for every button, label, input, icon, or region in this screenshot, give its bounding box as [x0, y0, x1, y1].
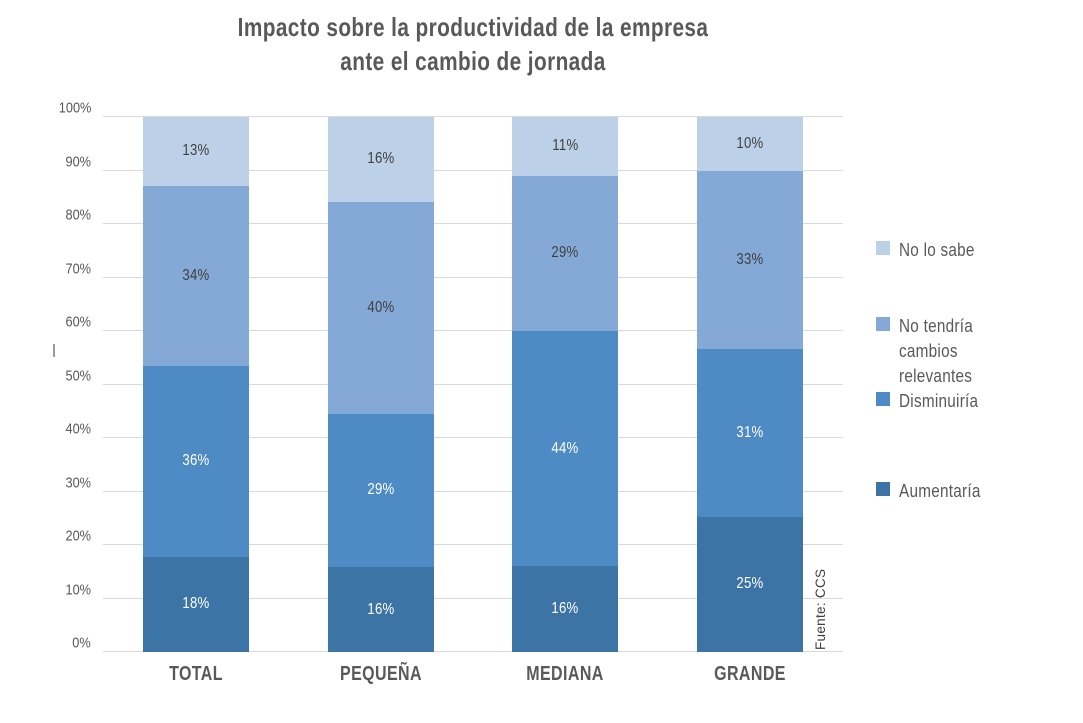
- bar-segment-aumentaria: 25%: [696, 516, 803, 652]
- gridline: [103, 223, 843, 224]
- gridline: [103, 276, 843, 278]
- bar-segment-no-tendria-cambios-relevantes: 34%: [143, 185, 249, 366]
- bar-segment-aumentaria: 16%: [512, 566, 619, 652]
- y-axis-tick-label: 80%: [65, 206, 91, 224]
- bar-segment-no-lo-sabe: 13%: [143, 117, 249, 186]
- bars-layer: 18% 36% 34% 13% 16% 29% 40% 16% 16% 44% 29% 11% 25% 3…: [103, 117, 843, 652]
- bar-grande: 25% 31% 33% 10%: [696, 117, 803, 652]
- legend-item-label: No tendría cambios relevantes: [899, 316, 974, 387]
- bar-segment-disminuiria: 44%: [512, 331, 619, 567]
- bar-segment-value-label: 29%: [551, 244, 579, 262]
- y-axis-tick-label: 70%: [65, 260, 91, 277]
- legend-item-aumentaria: Aumentaría: [876, 479, 1057, 504]
- legend-item-no-lo-sabe: No lo sabe: [876, 238, 1057, 263]
- bar-segment-value-label: 34%: [182, 266, 210, 284]
- bar-segment-value-label: 33%: [736, 251, 764, 269]
- bar-segment-aumentaria: 16%: [327, 567, 434, 652]
- bar-segment-value-label: 16%: [551, 600, 579, 618]
- gridline: [103, 544, 843, 545]
- y-axis-tick-label: 50%: [65, 367, 91, 384]
- bar-segment-no-tendria-cambios-relevantes: 40%: [327, 201, 434, 414]
- gridline: [103, 330, 843, 331]
- chart-title-line-1: Impacto sobre la productividad de la emp…: [237, 12, 709, 42]
- x-axis-category-label: GRANDE: [714, 663, 786, 685]
- x-axis-category-label: TOTAL: [169, 663, 223, 685]
- bar-pequena: 16% 29% 40% 16%: [327, 117, 434, 652]
- bar-segment-value-label: 29%: [367, 481, 395, 499]
- chart-title: Impacto sobre la productividad de la emp…: [97, 10, 849, 79]
- bar-segment-value-label: 11%: [552, 137, 579, 155]
- legend: No lo sabe No tendría cambios relevantes D…: [876, 0, 1081, 723]
- y-axis-tick-label: 30%: [65, 474, 91, 491]
- bar-segment-value-label: 10%: [736, 135, 764, 153]
- bar-segment-no-tendria-cambios-relevantes: 29%: [512, 175, 619, 332]
- y-axis-tick-label: 100%: [58, 99, 91, 117]
- legend-item-disminuiria: Disminuiría: [876, 389, 1057, 414]
- x-axis: TOTAL PEQUEÑA MEDIANA GRANDE: [103, 663, 843, 686]
- plot-area: 0% 10% 20% 30% 40% 50% 60% 70% 80% 90% 100% 18% 36%…: [58, 100, 843, 652]
- legend-item-label: Disminuiría: [899, 391, 979, 411]
- legend-item-label: Aumentaría: [899, 481, 981, 501]
- gridline: [103, 597, 843, 599]
- bar-segment-no-lo-sabe: 16%: [327, 117, 434, 202]
- gridline: [103, 383, 843, 385]
- bar-segment-value-label: 40%: [367, 298, 395, 316]
- bar-segment-no-lo-sabe: 10%: [696, 117, 803, 172]
- gridline: [103, 490, 843, 492]
- source-note: Fuente: CCS: [813, 568, 828, 650]
- bar-mediana: 16% 44% 29% 11%: [512, 117, 619, 652]
- bar-segment-value-label: 25%: [736, 575, 764, 593]
- legend-color-swatch: [876, 482, 890, 496]
- bar-segment-no-tendria-cambios-relevantes: 33%: [696, 171, 803, 350]
- chart-title-line-2: ante el cambio de jornada: [340, 46, 606, 77]
- legend-color-swatch: [876, 392, 890, 406]
- x-axis-category-label: MEDIANA: [526, 663, 605, 685]
- legend-color-swatch: [876, 241, 890, 255]
- bar-segment-disminuiria: 36%: [143, 365, 249, 557]
- y-axis-tick-label: 60%: [65, 313, 91, 331]
- bar-segment-value-label: 16%: [367, 600, 395, 618]
- bar-segment-value-label: 16%: [367, 150, 395, 168]
- bar-segment-value-label: 44%: [551, 439, 579, 457]
- gridline: [103, 437, 843, 438]
- bar-total: 18% 36% 34% 13%: [143, 117, 249, 652]
- y-axis-tick-label: 90%: [65, 153, 91, 170]
- bar-segment-value-label: 36%: [182, 452, 210, 470]
- bar-segment-disminuiria: 29%: [327, 413, 434, 568]
- x-axis-category-label: PEQUEÑA: [339, 663, 422, 685]
- y-axis-tick-label: 40%: [65, 420, 91, 438]
- y-axis-tick-label: 20%: [65, 527, 91, 545]
- bar-segment-aumentaria: 18%: [143, 556, 249, 652]
- legend-item-label: No lo sabe: [899, 240, 975, 260]
- y-axis-tick-label: 0%: [72, 634, 91, 652]
- gridline: [103, 116, 843, 117]
- legend-color-swatch: [876, 317, 890, 331]
- bar-segment-disminuiria: 31%: [696, 349, 803, 517]
- legend-item-no-tendria-cambios-relevantes: No tendría cambios relevantes: [876, 314, 1057, 390]
- bar-segment-value-label: 13%: [182, 142, 210, 160]
- bar-segment-value-label: 31%: [736, 424, 764, 442]
- bar-segment-value-label: 18%: [182, 595, 210, 613]
- stray-mark: [53, 344, 55, 357]
- bar-segment-no-lo-sabe: 11%: [512, 117, 619, 176]
- y-axis-tick-label: 10%: [65, 581, 91, 598]
- gridline: [103, 651, 843, 652]
- gridline: [103, 169, 843, 171]
